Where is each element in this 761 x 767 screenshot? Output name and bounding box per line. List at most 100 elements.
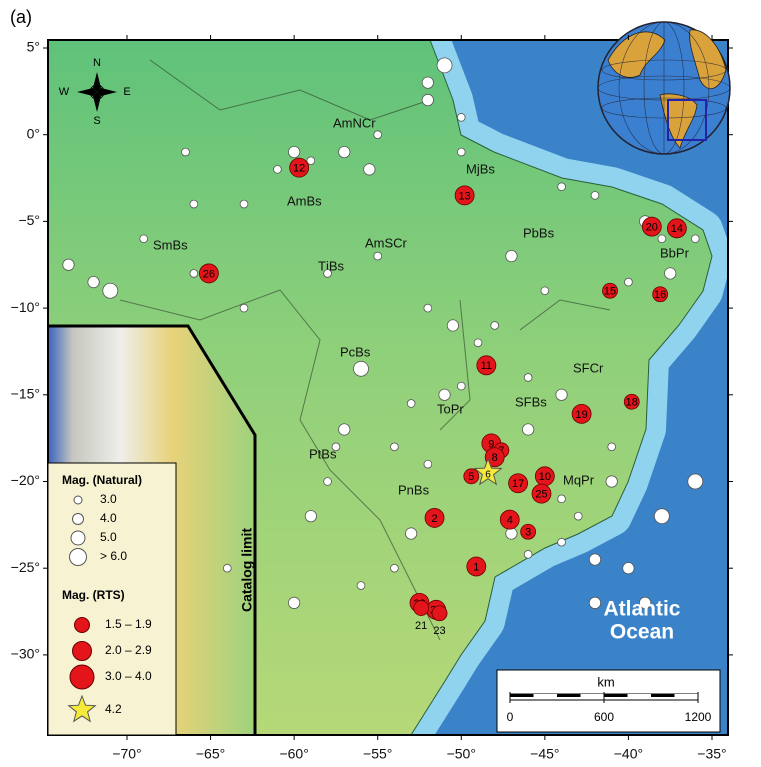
natural-event — [239, 199, 249, 209]
natural-event — [222, 563, 232, 573]
scale-bar-segment — [533, 694, 557, 697]
event-label: 9 — [488, 438, 494, 450]
natural-event — [304, 510, 317, 523]
rts-event — [499, 509, 520, 530]
lon-tick-label: −70° — [112, 746, 141, 762]
legend-label: 3.0 – 4.0 — [105, 669, 152, 683]
rts-event — [424, 508, 445, 528]
natural-event — [331, 442, 341, 452]
natural-event — [657, 234, 667, 244]
natural-event — [288, 596, 301, 609]
event-label: 13 — [458, 190, 470, 202]
rts-event — [508, 473, 529, 494]
natural-event — [338, 423, 351, 436]
rts-event — [531, 483, 552, 504]
legend-swatch — [74, 617, 90, 633]
scale-bar-segment — [604, 694, 628, 697]
legend-swatch — [70, 530, 86, 546]
natural-event — [405, 527, 418, 540]
rts-event — [289, 157, 310, 178]
rts-event — [454, 185, 475, 206]
scale-bar-segment — [510, 694, 534, 697]
event-label: 16 — [654, 289, 666, 301]
natural-event — [423, 459, 433, 469]
natural-event — [62, 258, 75, 271]
event-label: 2 — [431, 513, 437, 525]
natural-event — [306, 156, 316, 166]
natural-event — [102, 282, 119, 299]
natural-event — [139, 234, 149, 244]
legend-title: Mag. (RTS) — [62, 588, 125, 602]
region-label: SFCr — [573, 360, 604, 375]
event-label: 6 — [485, 469, 491, 480]
natural-event — [189, 199, 199, 209]
natural-event — [288, 145, 301, 159]
legend-label: > 6.0 — [100, 549, 127, 563]
region-label: TjBs — [318, 258, 345, 273]
region-label: BbPr — [660, 245, 690, 260]
natural-event — [390, 442, 399, 452]
event-label: 15 — [604, 286, 616, 298]
natural-event — [421, 93, 434, 107]
event-label: 3 — [525, 527, 531, 539]
event-label: 1 — [473, 561, 479, 573]
region-label: AmNCr — [333, 115, 376, 130]
region-label: ToPr — [437, 401, 464, 416]
lon-tick-label: −45° — [530, 746, 559, 762]
ocean-label: Ocean — [610, 621, 674, 644]
scale-tick-label: 600 — [594, 710, 614, 724]
natural-event — [664, 267, 677, 280]
event-label: 5 — [468, 471, 474, 483]
natural-event — [622, 562, 635, 575]
scale-bar: 0 600 1200 — [507, 692, 712, 724]
region-label: PbBs — [523, 225, 555, 240]
natural-event — [87, 275, 100, 289]
map-body — [48, 40, 728, 735]
legend-swatch — [69, 548, 87, 566]
natural-event — [573, 511, 583, 521]
natural-event — [273, 165, 282, 174]
compass-w: W — [59, 86, 70, 98]
natural-event — [438, 388, 451, 401]
lat-tick-label: −15° — [11, 386, 40, 402]
event-label: 25 — [535, 489, 547, 501]
natural-event — [653, 508, 670, 525]
natural-event — [523, 550, 533, 559]
natural-event — [624, 277, 633, 287]
natural-event — [639, 596, 652, 609]
legend-swatch — [69, 664, 95, 690]
regions: AmNCr AmBs SmBs AmSCr TjBs MjBs PbBs BbP… — [153, 115, 690, 497]
natural-event — [373, 251, 383, 261]
natural-event — [557, 182, 566, 192]
legend-items: 3.0 4.0 5.0 > 6.0 1.5 – 1.9 2.0 – 2.9 3.0 – 4.… — [67, 492, 152, 723]
legend-swatch — [67, 694, 97, 723]
rts-event — [623, 393, 640, 410]
region-label: MqPr — [563, 472, 595, 487]
natural-event — [423, 303, 433, 313]
natural-event — [523, 373, 533, 382]
borders — [119, 59, 611, 641]
natural-event — [181, 147, 190, 157]
lon-tick-label: −60° — [279, 746, 308, 762]
natural-event — [436, 57, 453, 74]
event-label: 17 — [512, 478, 524, 490]
natural-event — [588, 596, 602, 609]
rts-event — [431, 605, 448, 622]
event-label: 11 — [481, 360, 492, 372]
rts-event — [652, 286, 669, 303]
lat-tick-label: −5° — [18, 212, 40, 228]
natural-event — [456, 113, 466, 122]
natural-event — [690, 234, 700, 244]
rts-event — [466, 556, 487, 577]
lat-tick-label: −25° — [11, 559, 40, 575]
natural-event — [557, 537, 566, 547]
natural-event — [473, 338, 483, 348]
axes: 5° 0° −5° −10° −15° −20° −25° −30° −70° −65° −60° −… — [11, 35, 733, 762]
catalog-limit-line — [48, 324, 257, 735]
lat-tick-label: −20° — [11, 472, 40, 488]
lon-tick-label: −35° — [697, 746, 726, 762]
catalog-limit: Catalog limit — [239, 528, 255, 612]
event-label: 12 — [293, 163, 305, 175]
